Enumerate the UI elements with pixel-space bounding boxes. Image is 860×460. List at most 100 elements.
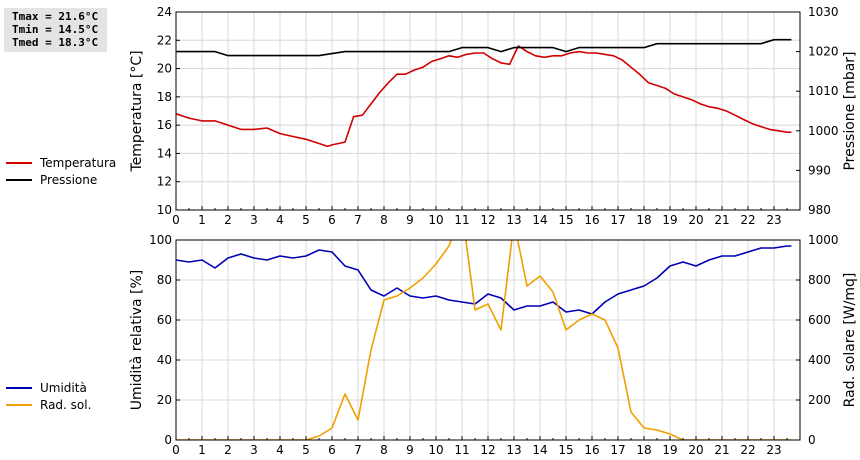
chart2-xtick-label: 13 — [506, 443, 521, 457]
chart2-series-umidit — [176, 245, 792, 315]
chart2-xtick-label: 15 — [558, 443, 573, 457]
chart2-y2tick-label: 800 — [808, 273, 831, 287]
chart2-y2tick-label: 1000 — [808, 233, 839, 247]
chart2-xtick-label: 11 — [454, 443, 469, 457]
chart2-xtick-label: 9 — [406, 443, 414, 457]
stat-tmax: Tmax = 21.6°C — [12, 10, 99, 23]
chart2-xtick-label: 22 — [740, 443, 755, 457]
chart1-ylabel: Temperatura [°C] — [129, 50, 145, 172]
chart2-xtick-label: 14 — [532, 443, 547, 457]
chart1-xtick-label: 20 — [688, 213, 703, 227]
chart2-xtick-label: 4 — [276, 443, 284, 457]
legend-swatch-temperatura — [6, 161, 32, 164]
legend-item-radsol: Rad. sol. — [6, 396, 91, 413]
chart1-xtick-label: 3 — [250, 213, 258, 227]
chart1-xtick-label: 9 — [406, 213, 414, 227]
chart2-xtick-label: 7 — [354, 443, 362, 457]
chart2-ylabel: Umidità relativa [%] — [129, 270, 145, 411]
stats-box: Tmax = 21.6°C Tmin = 14.5°C Tmed = 18.3°… — [4, 8, 107, 52]
chart2-xtick-label: 12 — [480, 443, 495, 457]
chart1-xtick-label: 13 — [506, 213, 521, 227]
chart1-ytick-label: 18 — [157, 90, 172, 104]
chart1-ytick-label: 10 — [157, 203, 172, 217]
chart1-xtick-label: 1 — [198, 213, 206, 227]
chart2-xtick-label: 21 — [714, 443, 729, 457]
chart1-xtick-label: 18 — [636, 213, 651, 227]
chart2-xtick-label: 19 — [662, 443, 677, 457]
chart1-y2tick-label: 1000 — [808, 124, 839, 138]
chart1-ytick-label: 22 — [157, 33, 172, 47]
legend-item-umidita: Umidità — [6, 379, 91, 396]
legend-top: Temperatura Pressione — [6, 154, 116, 188]
chart1-series-temperatura — [176, 45, 792, 148]
chart1-xtick-label: 10 — [428, 213, 443, 227]
chart2-y2tick-label: 600 — [808, 313, 831, 327]
chart2-xtick-label: 23 — [766, 443, 781, 457]
chart1-series-pressione — [176, 38, 792, 57]
chart2-ytick-label: 60 — [157, 313, 172, 327]
chart1-xtick-label: 19 — [662, 213, 677, 227]
legend-label-umidita: Umidità — [40, 380, 87, 395]
chart2-xtick-label: 8 — [380, 443, 388, 457]
chart1-y2tick-label: 990 — [808, 163, 831, 177]
chart2-ytick-label: 20 — [157, 393, 172, 407]
chart1-ytick-label: 16 — [157, 118, 172, 132]
chart2-xtick-label: 16 — [584, 443, 599, 457]
chart2-y2tick-label: 400 — [808, 353, 831, 367]
chart1-xtick-label: 11 — [454, 213, 469, 227]
chart1-y2tick-label: 1020 — [808, 45, 839, 59]
chart2-xtick-label: 20 — [688, 443, 703, 457]
legend-label-pressione: Pressione — [40, 172, 98, 187]
chart1-xtick-label: 16 — [584, 213, 599, 227]
chart2-y2label: Rad. solare [W/mq] — [842, 273, 858, 408]
chart2-y2tick-label: 200 — [808, 393, 831, 407]
chart1-xtick-label: 15 — [558, 213, 573, 227]
legend-bottom: Umidità Rad. sol. — [6, 379, 91, 413]
chart1-y2tick-label: 980 — [808, 203, 831, 217]
legend-item-temperatura: Temperatura — [6, 154, 116, 171]
chart1-xtick-label: 5 — [302, 213, 310, 227]
chart2-xtick-label: 2 — [224, 443, 232, 457]
chart2-xtick-label: 3 — [250, 443, 258, 457]
chart1-xtick-label: 22 — [740, 213, 755, 227]
legend-swatch-umidita — [6, 386, 32, 389]
chart1-y2label: Pressione [mbar] — [842, 51, 858, 170]
chart2-xtick-label: 10 — [428, 443, 443, 457]
chart2-xtick-label: 18 — [636, 443, 651, 457]
chart2-xtick-label: 17 — [610, 443, 625, 457]
chart1-xtick-label: 12 — [480, 213, 495, 227]
chart1-xtick-label: 4 — [276, 213, 284, 227]
chart2-xtick-label: 1 — [198, 443, 206, 457]
chart2-xtick-label: 5 — [302, 443, 310, 457]
chart2-ytick-label: 80 — [157, 273, 172, 287]
stat-tmin: Tmin = 14.5°C — [12, 23, 99, 36]
chart1-ytick-label: 20 — [157, 62, 172, 76]
legend-swatch-radsol — [6, 403, 32, 406]
chart2-xtick-label: 6 — [328, 443, 336, 457]
chart2-ytick-label: 40 — [157, 353, 172, 367]
chart1-y2tick-label: 1010 — [808, 84, 839, 98]
chart1-ytick-label: 24 — [157, 5, 172, 19]
chart1-ytick-label: 14 — [157, 146, 172, 160]
legend-label-temperatura: Temperatura — [40, 155, 117, 170]
chart1-xtick-label: 23 — [766, 213, 781, 227]
legend-item-pressione: Pressione — [6, 171, 116, 188]
chart2-xtick-label: 0 — [172, 443, 180, 457]
chart1-xtick-label: 17 — [610, 213, 625, 227]
chart2-y2tick-label: 0 — [808, 433, 816, 447]
chart1-xtick-label: 21 — [714, 213, 729, 227]
chart1-xtick-label: 0 — [172, 213, 180, 227]
chart2-ytick-label: 100 — [149, 233, 172, 247]
chart1-xtick-label: 14 — [532, 213, 547, 227]
legend-swatch-pressione — [6, 178, 32, 181]
chart1-xtick-label: 7 — [354, 213, 362, 227]
legend-label-radsol: Rad. sol. — [40, 397, 92, 412]
stat-tmed: Tmed = 18.3°C — [12, 36, 99, 49]
chart2-series-rad-sol — [176, 240, 792, 440]
chart1-xtick-label: 8 — [380, 213, 388, 227]
chart1-y2tick-label: 1030 — [808, 5, 839, 19]
chart1-ytick-label: 12 — [157, 175, 172, 189]
chart1-xtick-label: 6 — [328, 213, 336, 227]
chart2-ytick-label: 0 — [164, 433, 172, 447]
